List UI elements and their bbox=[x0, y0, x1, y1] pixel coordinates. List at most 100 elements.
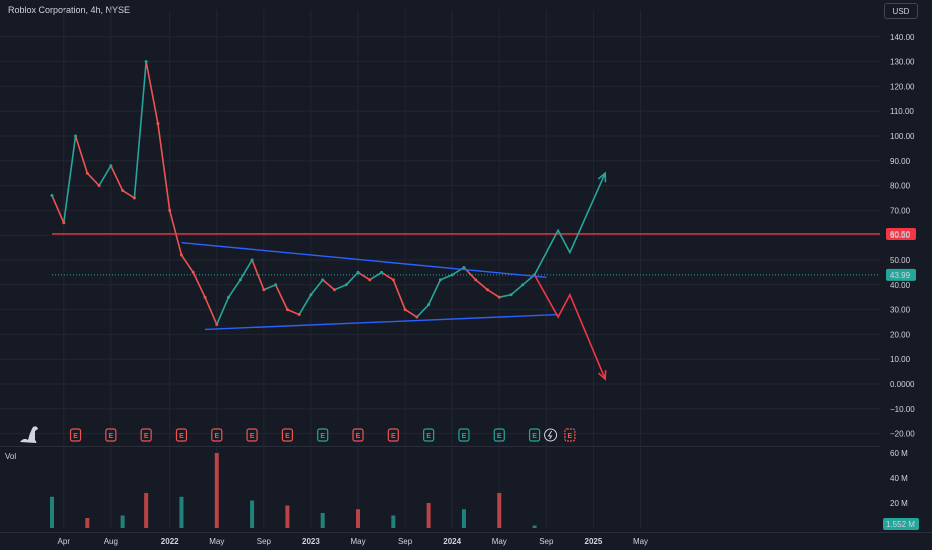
price-point bbox=[427, 303, 431, 307]
dividend-marker-bolt bbox=[547, 430, 553, 440]
earnings-e-icon[interactable]: E bbox=[175, 428, 188, 442]
price-point bbox=[62, 221, 66, 225]
time-tick-label: May bbox=[492, 537, 507, 546]
price-point bbox=[168, 208, 172, 212]
earnings-marker-letter: E bbox=[109, 433, 114, 440]
earnings-marker-letter: E bbox=[285, 433, 290, 440]
resistance-price-tag bbox=[886, 227, 916, 240]
price-segment bbox=[368, 271, 383, 281]
price-point bbox=[274, 283, 278, 287]
earnings-marker-letter: E bbox=[73, 433, 78, 440]
price-point bbox=[450, 273, 454, 277]
volume-bar bbox=[250, 500, 255, 528]
price-point bbox=[85, 171, 89, 175]
price-point bbox=[250, 258, 254, 262]
earnings-marker-letter: E bbox=[497, 433, 502, 440]
volume-tick-label: 40 M bbox=[890, 474, 908, 483]
earnings-e-icon[interactable]: E bbox=[387, 428, 399, 442]
upper-trendline bbox=[181, 241, 547, 279]
price-segment bbox=[180, 254, 195, 274]
price-point bbox=[121, 189, 125, 193]
price-segment bbox=[498, 293, 512, 299]
price-tick-label: 0.0000 bbox=[890, 380, 915, 389]
earnings-e-icon[interactable]: E bbox=[140, 428, 152, 442]
earnings-e-icon[interactable]: E bbox=[281, 428, 293, 442]
price-point bbox=[179, 253, 183, 257]
volume-pane-label: Vol bbox=[5, 452, 17, 461]
price-segment bbox=[62, 135, 77, 224]
earnings-marker-box bbox=[564, 428, 576, 442]
earnings-e-icon[interactable]: E bbox=[317, 428, 329, 442]
price-axis: 140.00 130.00 120.00 110.00 100.00 90.00 80.00… bbox=[883, 33, 919, 530]
earnings-marker-letter: E bbox=[532, 433, 537, 440]
price-segment bbox=[121, 189, 136, 199]
currency-button[interactable]: USD bbox=[884, 3, 918, 19]
price-point bbox=[262, 288, 266, 292]
price-segment bbox=[215, 296, 230, 326]
price-point bbox=[309, 293, 313, 297]
price-tick-label: 70.00 bbox=[890, 206, 911, 215]
earnings-marker-box bbox=[140, 428, 152, 442]
price-segment bbox=[345, 271, 359, 286]
arrow-up-icon bbox=[597, 171, 607, 183]
price-segment bbox=[274, 283, 289, 311]
price-tick-label: 140.00 bbox=[890, 33, 915, 42]
price-segment bbox=[486, 288, 501, 299]
time-tick-label: May bbox=[209, 537, 224, 546]
price-point bbox=[191, 270, 195, 274]
time-axis: Apr Aug 2022 May Sep 2023 May Sep 2024 May Sep 2025… bbox=[58, 537, 649, 546]
price-point bbox=[497, 295, 501, 299]
earnings-marker-box bbox=[493, 428, 505, 442]
price-point bbox=[74, 134, 78, 138]
earnings-e-icon[interactable]: E bbox=[105, 428, 117, 442]
price-segment bbox=[98, 164, 112, 187]
price-tick-label: −10.00 bbox=[890, 405, 915, 414]
volume-bar bbox=[144, 493, 149, 528]
earnings-e-icon[interactable]: E bbox=[423, 428, 435, 442]
earnings-marker-letter: E bbox=[214, 433, 219, 440]
price-point bbox=[521, 283, 525, 287]
earnings-marker-letter: E bbox=[320, 433, 325, 440]
time-tick-label: May bbox=[633, 537, 648, 546]
price-tick-label: 110.00 bbox=[890, 107, 914, 116]
price-point bbox=[109, 164, 113, 168]
price-segment bbox=[145, 60, 159, 125]
price-tick-label: 120.00 bbox=[890, 82, 915, 91]
dinosaur-icon[interactable] bbox=[20, 426, 38, 443]
last-price-tag bbox=[886, 268, 916, 281]
earnings-e-icon[interactable]: E bbox=[246, 428, 258, 442]
earnings-marker-box bbox=[352, 428, 364, 442]
volume-bar bbox=[391, 515, 396, 528]
earnings-e-icon[interactable]: E bbox=[528, 428, 541, 442]
earnings-e-icon[interactable]: E bbox=[458, 428, 470, 442]
price-tick-label: 100.00 bbox=[890, 132, 915, 141]
time-tick-label: Sep bbox=[539, 537, 554, 546]
earnings-marker-box bbox=[281, 428, 293, 442]
price-tick-label: 60.00 bbox=[890, 231, 911, 240]
earnings-e-icon[interactable]: E bbox=[564, 428, 576, 442]
earnings-e-icon[interactable]: E bbox=[493, 428, 505, 442]
earnings-e-icon[interactable]: E bbox=[69, 428, 82, 442]
price-point bbox=[238, 278, 242, 282]
price-point bbox=[415, 315, 419, 319]
earnings-marker-box bbox=[246, 428, 258, 442]
earnings-e-icon[interactable]: E bbox=[211, 428, 223, 442]
lower-trendline bbox=[204, 313, 559, 331]
volume-bar bbox=[356, 509, 361, 528]
price-point bbox=[215, 322, 219, 326]
lightning-icon[interactable] bbox=[544, 428, 558, 442]
price-tick-label: 90.00 bbox=[890, 157, 911, 166]
earnings-e-icon[interactable]: E bbox=[352, 428, 364, 442]
volume-bar bbox=[532, 525, 537, 528]
arrow-down-icon bbox=[597, 370, 607, 381]
price-segment bbox=[239, 259, 253, 281]
volume-bar bbox=[285, 505, 290, 528]
price-point bbox=[403, 308, 407, 312]
volume-bar bbox=[320, 513, 325, 528]
price-segment bbox=[133, 60, 147, 199]
price-point bbox=[321, 278, 325, 282]
earnings-marker-box bbox=[69, 428, 82, 442]
price-point bbox=[380, 270, 384, 274]
